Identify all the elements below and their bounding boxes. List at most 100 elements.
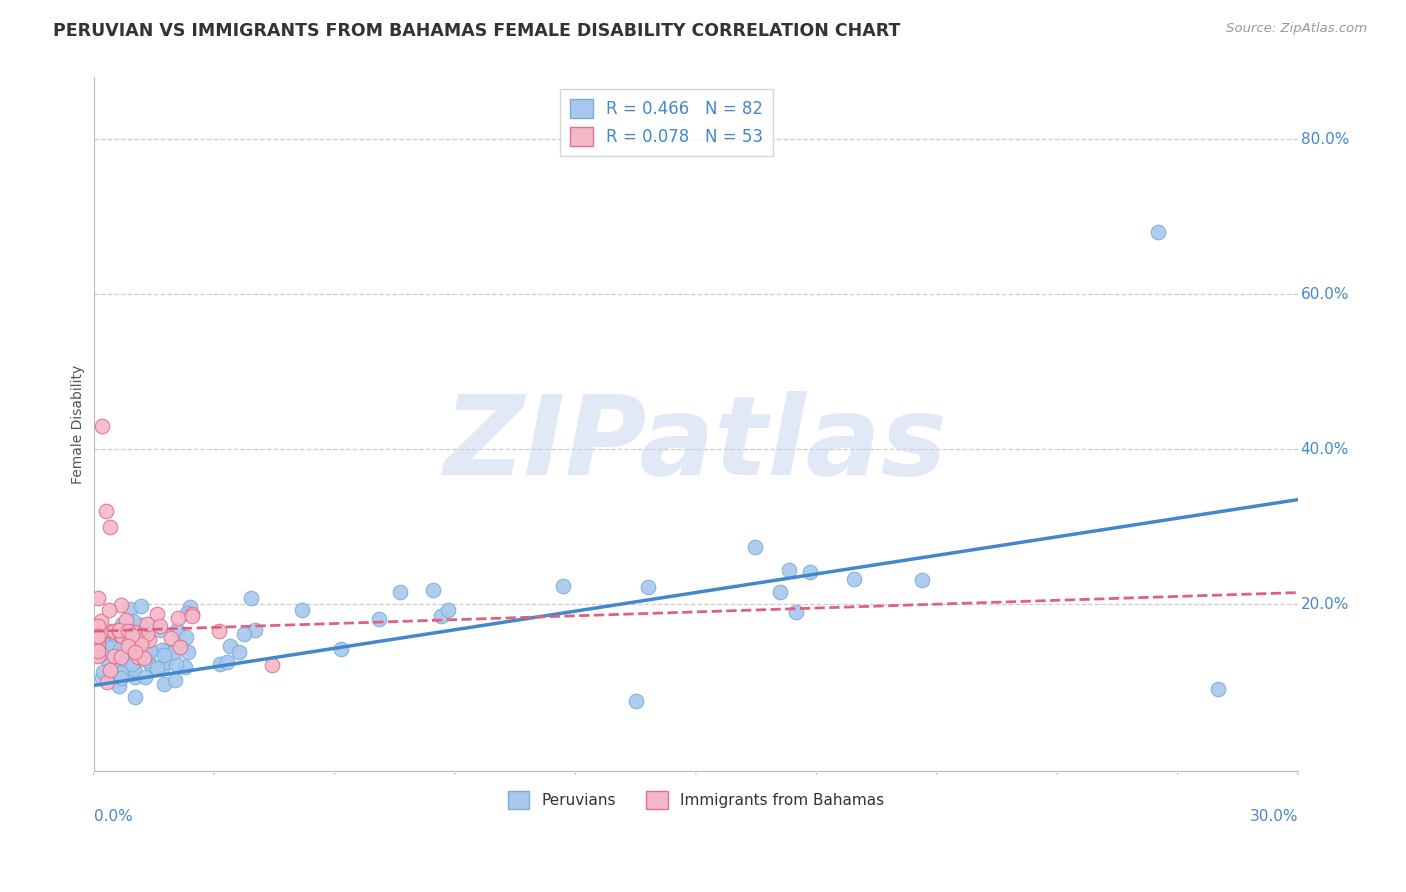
Point [141,657,163,672]
Point [165,657,187,671]
Legend: Peruvians, Immigrants from Bahamas: Peruvians, Immigrants from Bahamas [502,785,890,815]
Point [388,585,411,599]
Point [132,641,155,656]
Point [121,628,143,642]
Point [110,598,132,612]
Point [551,579,574,593]
Point [329,641,352,656]
Point [86,636,108,650]
Point [132,639,155,653]
Text: 40.0%: 40.0% [1301,442,1348,457]
Point [139,644,162,658]
Point [149,624,172,638]
Point [129,599,152,614]
Point [90,647,112,661]
Text: 80.0%: 80.0% [1301,132,1348,147]
Point [437,602,460,616]
Point [769,584,792,599]
Point [87,625,110,640]
Point [87,648,110,663]
Text: PERUVIAN VS IMMIGRANTS FROM BAHAMAS FEMALE DISABILITY CORRELATION CHART: PERUVIAN VS IMMIGRANTS FROM BAHAMAS FEMA… [53,22,901,40]
Point [160,631,183,645]
Point [174,659,197,673]
Text: 0.0%: 0.0% [94,809,132,824]
Point [87,631,110,645]
Point [169,639,191,653]
Point [135,648,157,662]
Point [155,644,177,658]
Point [138,654,160,668]
Point [110,649,132,664]
Text: 30.0%: 30.0% [1250,809,1298,824]
Point [124,690,146,705]
Point [245,623,267,637]
Point [121,615,143,629]
Point [110,671,132,685]
Point [429,608,451,623]
Point [86,619,108,633]
Point [124,670,146,684]
Point [176,607,198,621]
Point [122,655,145,669]
Point [118,601,141,615]
Point [122,625,145,640]
Point [132,651,155,665]
Point [1206,682,1229,697]
Point [911,573,934,587]
Point [291,602,314,616]
Point [108,642,131,657]
Point [208,624,231,639]
Point [209,657,232,672]
Point [240,591,263,606]
Point [90,419,112,434]
Point [624,694,647,708]
Point [122,643,145,657]
Point [135,616,157,631]
Y-axis label: Female Disability: Female Disability [72,365,86,483]
Point [87,632,110,646]
Point [112,653,135,667]
Text: 20.0%: 20.0% [1301,597,1348,612]
Point [149,619,172,633]
Point [136,626,159,640]
Point [219,639,242,653]
Point [166,623,188,637]
Point [368,612,391,626]
Point [167,611,190,625]
Point [121,657,143,671]
Point [117,624,139,638]
Point [86,625,108,640]
Point [87,641,110,656]
Point [233,626,256,640]
Point [217,655,239,669]
Point [112,619,135,633]
Point [110,665,132,680]
Point [260,658,283,673]
Point [138,633,160,648]
Point [97,634,120,648]
Point [422,582,444,597]
Point [134,670,156,684]
Text: Source: ZipAtlas.com: Source: ZipAtlas.com [1226,22,1367,36]
Point [103,627,125,641]
Point [91,672,114,686]
Point [844,572,866,586]
Point [90,625,112,640]
Point [778,563,800,577]
Point [90,614,112,628]
Point [146,661,169,675]
Point [91,665,114,679]
Point [637,580,659,594]
Point [799,566,821,580]
Point [111,616,134,631]
Text: 60.0%: 60.0% [1301,287,1348,301]
Point [94,504,117,518]
Point [98,519,121,533]
Point [96,674,118,689]
Point [153,648,176,663]
Point [86,591,108,605]
Point [162,645,184,659]
Point [86,629,108,643]
Point [107,653,129,667]
Point [153,677,176,691]
